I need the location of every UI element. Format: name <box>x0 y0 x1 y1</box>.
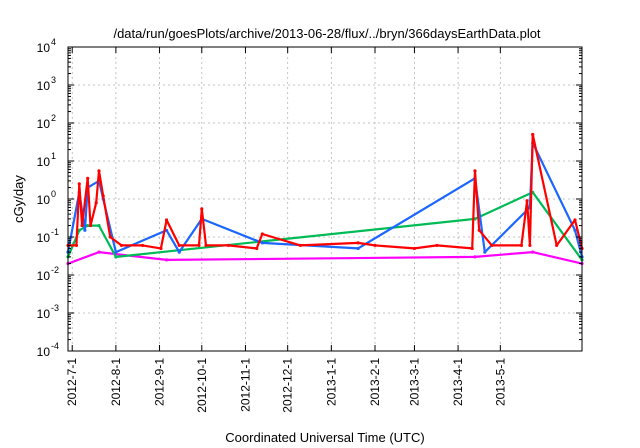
data-point <box>356 246 360 251</box>
y-tick-exponent: 3 <box>51 75 56 85</box>
x-tick-label: 2013-1-1 <box>324 358 338 406</box>
x-tick-label: 2013-2-1 <box>368 358 382 406</box>
x-tick-label: 2012-10-1 <box>195 358 209 413</box>
data-point <box>255 246 259 251</box>
data-point <box>141 243 145 248</box>
y-tick-exponent: 0 <box>51 189 56 199</box>
data-point <box>119 243 124 248</box>
series-line <box>67 251 583 265</box>
x-axis-label: Coordinated Universal Time (UTC) <box>225 430 424 445</box>
x-tick-label: 2013-4-1 <box>451 358 465 406</box>
data-point <box>86 223 90 228</box>
data-point <box>531 250 535 254</box>
data-point <box>97 250 101 254</box>
data-point <box>477 228 481 232</box>
data-point <box>164 218 169 222</box>
y-tick-label: 10 <box>37 345 51 359</box>
data-point <box>473 169 477 173</box>
y-tick-exponent: -4 <box>51 341 59 351</box>
x-tick-label: 2012-11-1 <box>238 358 252 412</box>
data-point <box>260 241 264 245</box>
y-tick-label: 10 <box>37 155 51 169</box>
data-point <box>200 207 204 211</box>
data-point <box>77 228 81 232</box>
data-point <box>555 243 559 248</box>
data-point <box>101 194 105 198</box>
y-axis-label: cGy/day <box>11 175 26 223</box>
data-point <box>435 243 439 248</box>
data-point <box>159 246 163 251</box>
data-series <box>66 141 584 259</box>
data-point <box>373 243 377 248</box>
data-point <box>164 258 169 262</box>
y-tick-label: 10 <box>37 269 51 283</box>
y-tick-exponent: -1 <box>51 227 59 237</box>
data-point <box>94 201 98 205</box>
data-point <box>197 243 201 248</box>
x-tick-label: 2013-5-1 <box>493 358 507 406</box>
data-point <box>177 250 181 254</box>
data-series <box>66 190 584 262</box>
data-point <box>519 243 524 248</box>
y-tick-label: 10 <box>37 231 51 245</box>
y-tick-label: 10 <box>37 41 51 55</box>
data-point <box>114 255 118 259</box>
data-point <box>77 182 81 186</box>
data-point <box>473 255 477 259</box>
data-point <box>483 250 487 254</box>
data-point <box>97 169 101 173</box>
x-tick-label: 2012-9-1 <box>153 358 167 406</box>
data-point <box>470 246 474 251</box>
data-point <box>298 243 302 248</box>
y-tick-exponent: -3 <box>51 303 59 313</box>
data-point <box>86 176 90 180</box>
data-point <box>114 250 118 254</box>
data-point <box>226 243 231 248</box>
x-axis: 2012-7-1 2012-8-1 2012-9-1 2012-10-1 2012-11… <box>65 47 507 413</box>
y-tick-exponent: 4 <box>51 37 56 47</box>
data-point <box>573 218 577 222</box>
data-point <box>260 232 264 236</box>
chart-title: /data/run/goesPlots/archive/2013-06-28/f… <box>113 26 540 41</box>
y-tick-exponent: -2 <box>51 265 59 275</box>
data-point <box>525 199 529 203</box>
y-tick-label: 10 <box>37 117 51 131</box>
series-line <box>66 191 583 261</box>
data-point <box>204 243 208 248</box>
y-tick-label: 10 <box>37 307 51 321</box>
data-point <box>74 243 79 248</box>
x-tick-label: 2013-3-1 <box>407 358 421 406</box>
data-point <box>83 228 87 232</box>
data-point <box>531 132 535 137</box>
data-series <box>66 250 584 266</box>
x-tick-label: 2012-8-1 <box>109 358 123 406</box>
y-tick-exponent: 1 <box>51 151 56 161</box>
y-tick-exponent: 2 <box>51 113 56 123</box>
data-point <box>528 243 532 248</box>
data-point <box>573 228 577 232</box>
data-point <box>88 223 93 228</box>
series-line <box>66 141 584 258</box>
data-point <box>412 246 417 251</box>
data-series <box>66 132 584 251</box>
y-tick-label: 10 <box>37 79 51 93</box>
series-group <box>66 132 584 266</box>
data-point <box>490 243 494 248</box>
x-tick-label: 2012-7-1 <box>65 358 79 406</box>
x-tick-label: 2012-12-1 <box>281 358 295 413</box>
data-point <box>108 235 112 239</box>
data-point <box>80 223 84 228</box>
y-tick-label: 10 <box>37 193 51 207</box>
data-point <box>356 241 360 245</box>
data-point <box>177 243 181 248</box>
data-point <box>97 223 101 228</box>
grid <box>68 47 582 351</box>
